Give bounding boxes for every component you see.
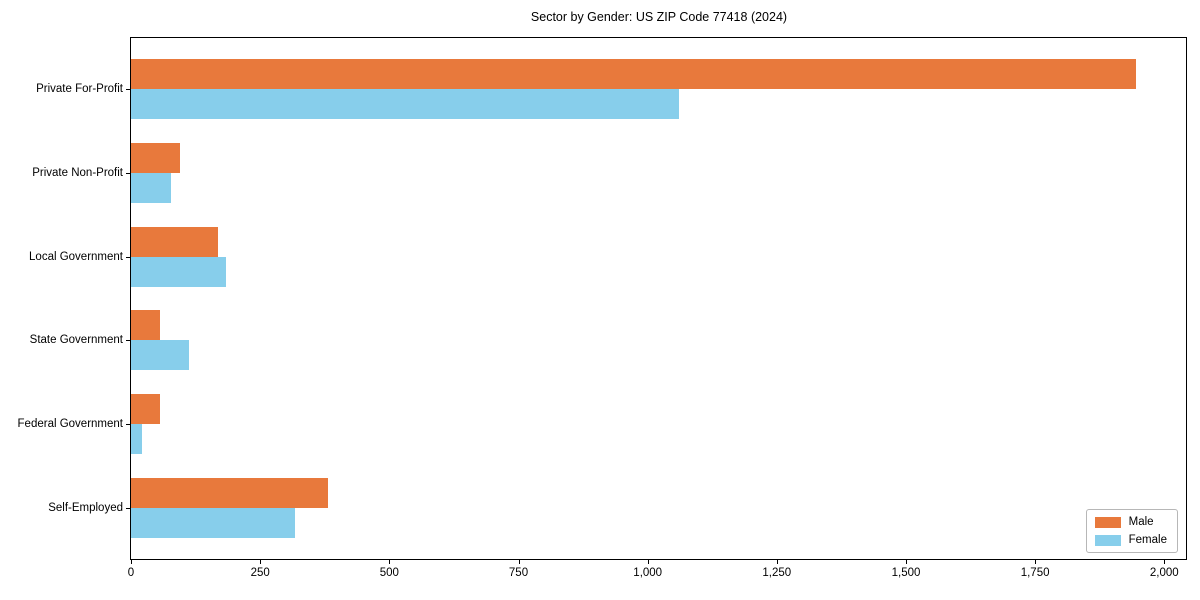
male-legend-swatch [1094,516,1121,528]
y-axis-label-state-government: State Government [29,334,123,347]
bar-local-government-male [131,226,218,257]
y-tick-mark [126,89,130,90]
x-axis-label-250: 250 [250,567,270,579]
x-tick-mark [389,560,391,564]
bar-private-for-profit-female [131,89,679,120]
x-axis-label-750: 750 [508,567,529,579]
bar-state-government-female [131,340,190,371]
bar-private-non-profit-female [131,172,172,203]
y-tick-mark [126,424,130,425]
x-axis-label-1-250: 1,250 [762,567,792,579]
y-tick-mark [126,508,130,509]
x-tick-mark [260,560,262,564]
x-axis-label-1-750: 1,750 [1020,567,1050,579]
x-tick-mark [518,560,520,564]
bar-self-employed-male [131,477,329,508]
y-tick-mark [126,173,130,174]
bar-private-for-profit-male [131,59,1136,90]
legend-item-male: Male [1094,516,1167,528]
x-tick-mark [906,560,907,564]
y-axis-label-private-for-profit: Private For-Profit [36,83,123,96]
bar-federal-government-female [131,424,142,455]
female-legend-swatch [1094,534,1121,546]
male-legend-label: Male [1128,516,1154,528]
y-axis-label-federal-government: Federal Government [17,418,123,431]
chart-title: Sector by Gender: US ZIP Code 77418 (202… [530,10,788,24]
x-axis-label-500: 500 [379,567,399,579]
x-tick-mark [1035,560,1037,564]
y-tick-mark [126,340,130,341]
bar-local-government-female [131,256,227,287]
x-axis-label-1-500: 1,500 [891,567,921,579]
bar-state-government-male [131,310,161,341]
female-legend-label: Female [1128,534,1167,546]
x-tick-mark [1164,560,1166,564]
x-tick-mark [776,560,778,564]
x-axis-label-1-000: 1,000 [633,567,663,579]
plot-area: Male Female [130,37,1187,560]
x-axis-label-2-000: 2,000 [1149,567,1179,579]
bar-self-employed-female [131,507,295,538]
y-axis-label-self-employed: Self-Employed [48,501,123,514]
x-tick-mark [647,560,649,564]
bar-federal-government-male [131,394,160,425]
y-axis-label-private-non-profit: Private Non-Profit [32,166,123,179]
x-axis-label-0: 0 [127,567,135,579]
bar-private-non-profit-male [131,142,181,173]
x-tick-mark [131,560,132,564]
legend: Male Female [1085,509,1178,553]
y-axis-label-local-government: Local Government [29,250,123,263]
y-tick-mark [126,257,130,258]
legend-item-female: Female [1094,534,1167,546]
